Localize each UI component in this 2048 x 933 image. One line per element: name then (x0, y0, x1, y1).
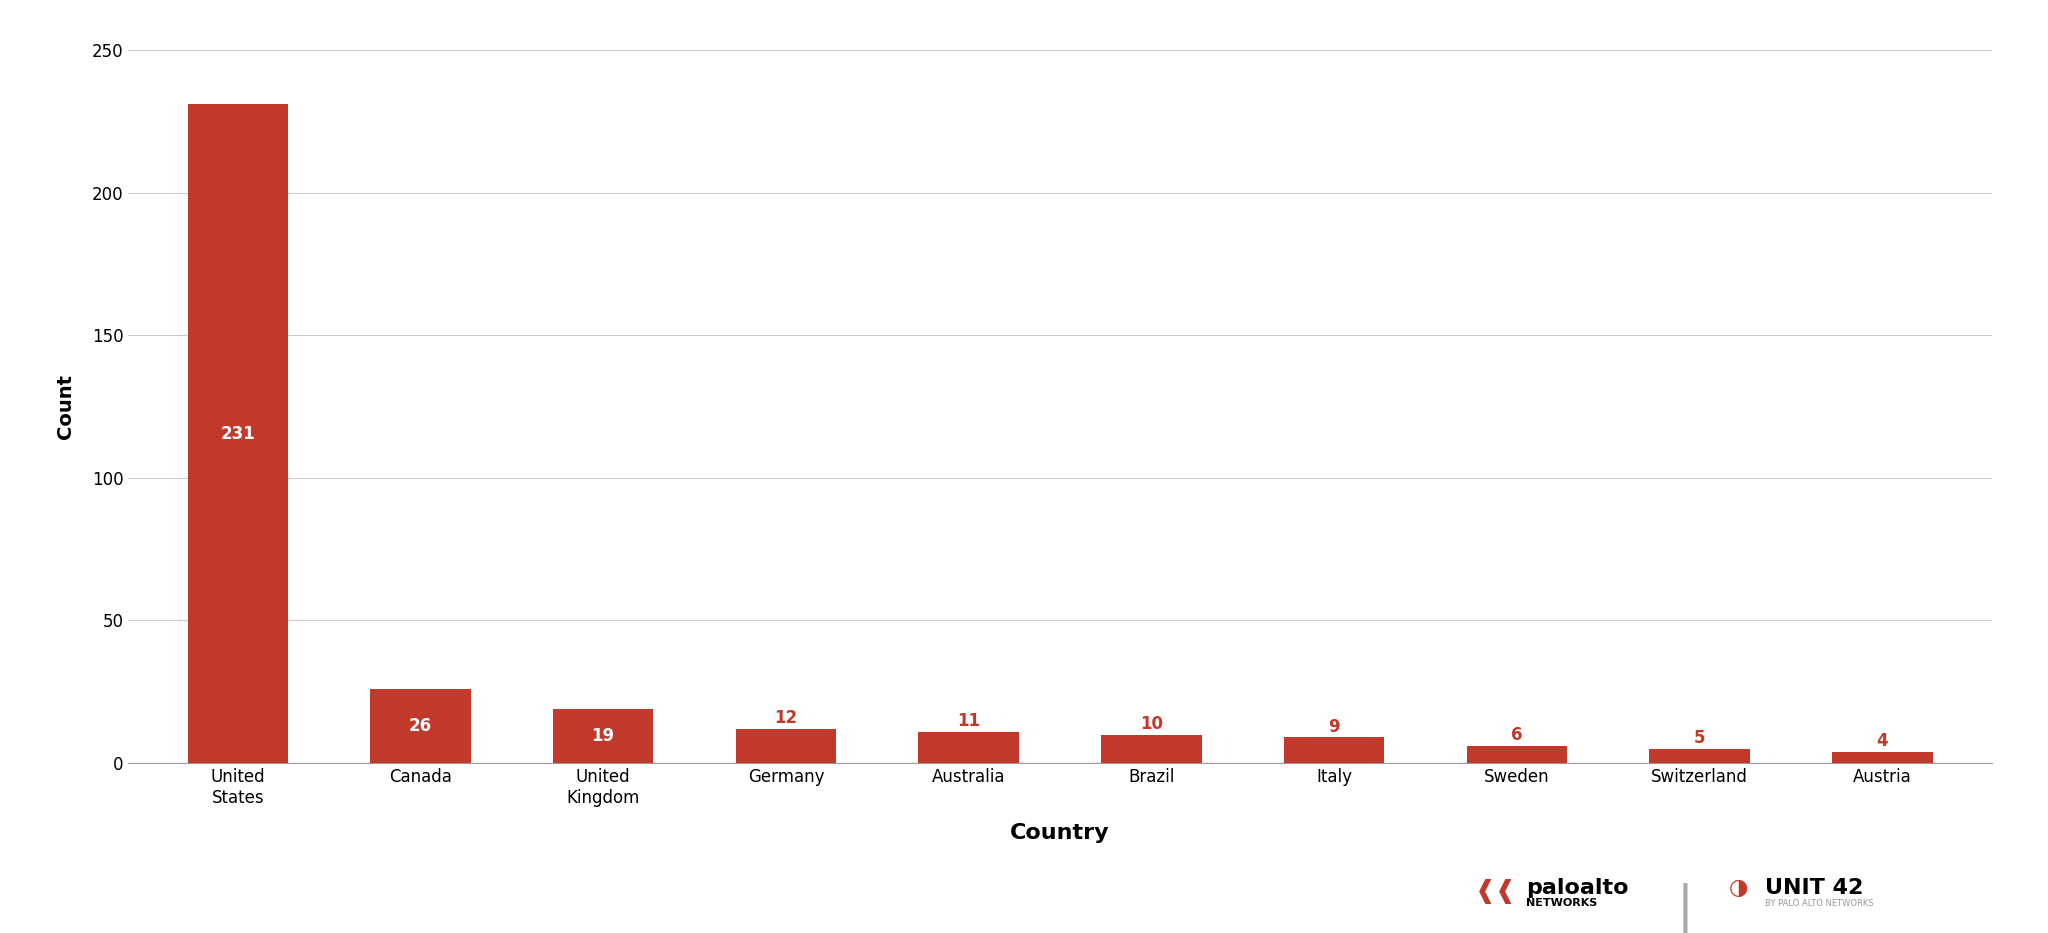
Text: 11: 11 (956, 712, 981, 731)
Bar (918, 731, 1020, 763)
Text: 12: 12 (774, 709, 797, 728)
Bar (371, 689, 471, 763)
Y-axis label: Count: Count (55, 374, 76, 439)
Text: 4: 4 (1876, 732, 1888, 750)
X-axis label: Country: Country (1010, 823, 1110, 843)
Text: 9: 9 (1329, 717, 1339, 736)
Bar (735, 729, 836, 763)
Text: BY PALO ALTO NETWORKS: BY PALO ALTO NETWORKS (1765, 898, 1874, 908)
Text: ◑: ◑ (1729, 878, 1747, 898)
Text: 26: 26 (410, 717, 432, 735)
Text: paloalto: paloalto (1526, 878, 1628, 898)
Bar (1466, 745, 1567, 763)
Bar (553, 709, 653, 763)
Text: ❰❰: ❰❰ (1475, 879, 1518, 903)
Text: |: | (1677, 883, 1694, 933)
Text: 231: 231 (221, 425, 256, 442)
Text: 5: 5 (1694, 730, 1706, 747)
Bar (188, 104, 289, 763)
Text: UNIT 42: UNIT 42 (1765, 878, 1864, 898)
Text: 6: 6 (1511, 727, 1522, 745)
Text: 19: 19 (592, 727, 614, 745)
Text: NETWORKS: NETWORKS (1526, 898, 1597, 908)
Bar (1102, 734, 1202, 763)
Bar (1284, 737, 1384, 763)
Bar (1649, 749, 1749, 763)
Text: 10: 10 (1141, 715, 1163, 733)
Bar (1833, 752, 1933, 763)
